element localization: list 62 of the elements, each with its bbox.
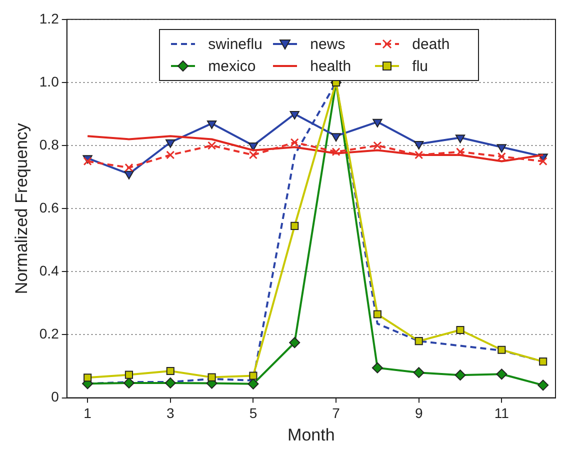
point — [497, 152, 506, 161]
point — [413, 367, 424, 378]
point — [496, 144, 506, 153]
point — [248, 150, 258, 160]
y-tick-label: 0 — [51, 388, 60, 405]
legend-label: health — [310, 58, 352, 75]
point — [496, 368, 508, 380]
point — [331, 133, 341, 142]
point — [208, 141, 216, 150]
point — [414, 337, 423, 346]
point — [290, 222, 299, 230]
legend-label: flu — [412, 58, 428, 75]
point — [290, 111, 300, 120]
point — [290, 138, 299, 147]
point — [332, 148, 340, 156]
y-tick-label: 0.4 — [39, 262, 60, 279]
y-tick-label: 0.2 — [39, 326, 60, 342]
point — [538, 157, 548, 166]
point — [456, 148, 465, 156]
point — [166, 366, 174, 376]
point — [454, 370, 466, 381]
point — [414, 140, 424, 150]
x-tick-label: 3 — [166, 405, 174, 422]
y-tick-label: 1.0 — [39, 73, 60, 90]
point — [289, 337, 300, 348]
point — [456, 326, 464, 334]
point — [373, 310, 382, 318]
legend-label: news — [310, 36, 346, 53]
legend-label: swineflu — [208, 36, 262, 53]
x-axis-title: Month — [288, 425, 335, 444]
point — [372, 362, 383, 374]
point — [206, 120, 217, 129]
x-tick-label: 11 — [494, 405, 510, 422]
point — [124, 163, 134, 172]
point — [498, 346, 506, 354]
point — [164, 377, 176, 388]
point — [123, 377, 134, 388]
point — [539, 358, 548, 366]
point — [166, 150, 175, 160]
point — [248, 142, 258, 152]
x-tick-label: 9 — [414, 405, 423, 422]
point — [538, 380, 549, 391]
point — [249, 372, 258, 380]
point — [414, 150, 424, 160]
point — [248, 378, 259, 390]
point — [373, 141, 382, 150]
legend-label: death — [412, 36, 450, 53]
point — [455, 134, 466, 144]
y-axis-title: Normalized Frequency — [12, 122, 31, 294]
x-tick-label: 7 — [332, 405, 340, 422]
point — [84, 374, 92, 382]
x-tick-label: 5 — [249, 405, 258, 422]
point — [124, 170, 134, 180]
point — [124, 370, 134, 379]
point — [372, 118, 382, 128]
y-tick-label: 1.2 — [39, 10, 60, 26]
point — [208, 373, 216, 382]
y-tick-label: 0.6 — [39, 199, 60, 216]
point — [166, 139, 176, 148]
legend-label: mexico — [208, 58, 256, 75]
x-tick-label: 1 — [84, 405, 92, 422]
y-tick-label: 0.8 — [39, 136, 60, 152]
